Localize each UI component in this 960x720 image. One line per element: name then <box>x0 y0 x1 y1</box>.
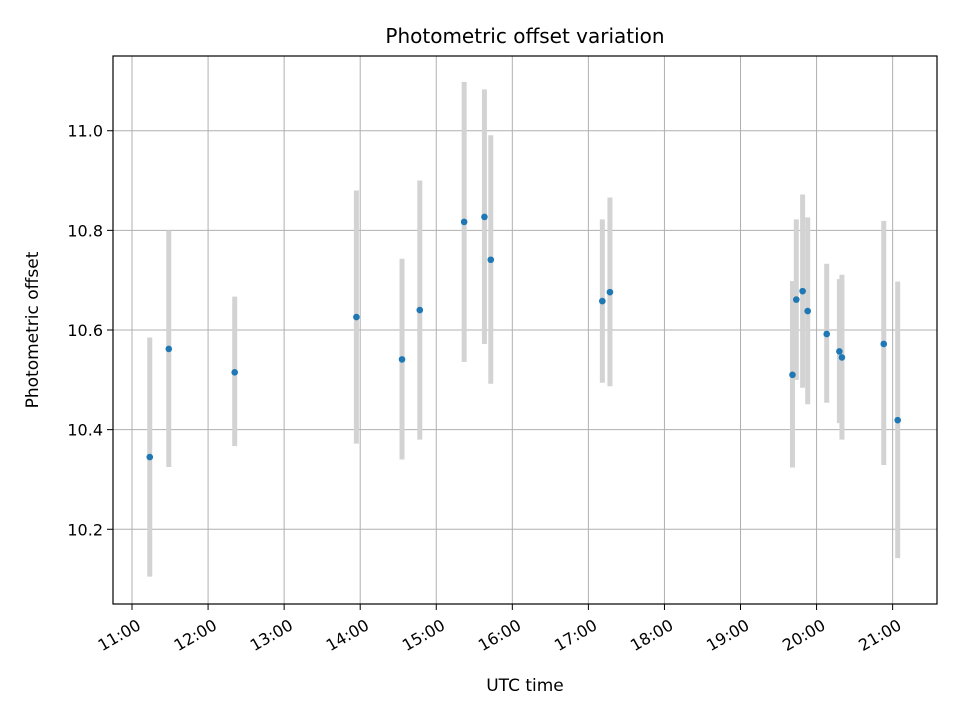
data-point <box>231 369 238 376</box>
data-point <box>416 306 424 314</box>
data-point <box>599 297 606 305</box>
data-point <box>398 356 406 363</box>
y-axis-label: Photometric offset <box>23 251 43 408</box>
data-point <box>880 340 888 348</box>
data-point <box>789 371 796 379</box>
data-point <box>165 345 173 353</box>
chart-title: Photometric offset variation <box>385 24 664 48</box>
data-point <box>836 348 843 355</box>
data-point <box>353 313 360 321</box>
grid <box>113 56 937 604</box>
data-point <box>799 287 806 295</box>
data-point <box>823 330 831 338</box>
data-point <box>804 307 811 315</box>
data-point <box>460 218 468 226</box>
data-points <box>146 213 902 461</box>
data-point <box>481 213 488 221</box>
y-axis-ticks: 10.2 10.4 10.6 10.8 11.0 <box>67 122 113 539</box>
data-point <box>792 296 800 303</box>
data-point <box>487 256 495 264</box>
y-tick-label: 10.4 <box>67 421 103 440</box>
y-tick-label: 10.2 <box>67 520 103 539</box>
data-point <box>838 354 846 361</box>
data-point <box>606 288 614 296</box>
y-tick-label: 10.8 <box>67 221 103 240</box>
data-point <box>146 453 154 461</box>
y-tick-label: 10.6 <box>67 321 103 340</box>
y-tick-label: 11.0 <box>67 122 103 141</box>
data-point <box>894 416 902 424</box>
x-axis-label: UTC time <box>486 676 564 696</box>
